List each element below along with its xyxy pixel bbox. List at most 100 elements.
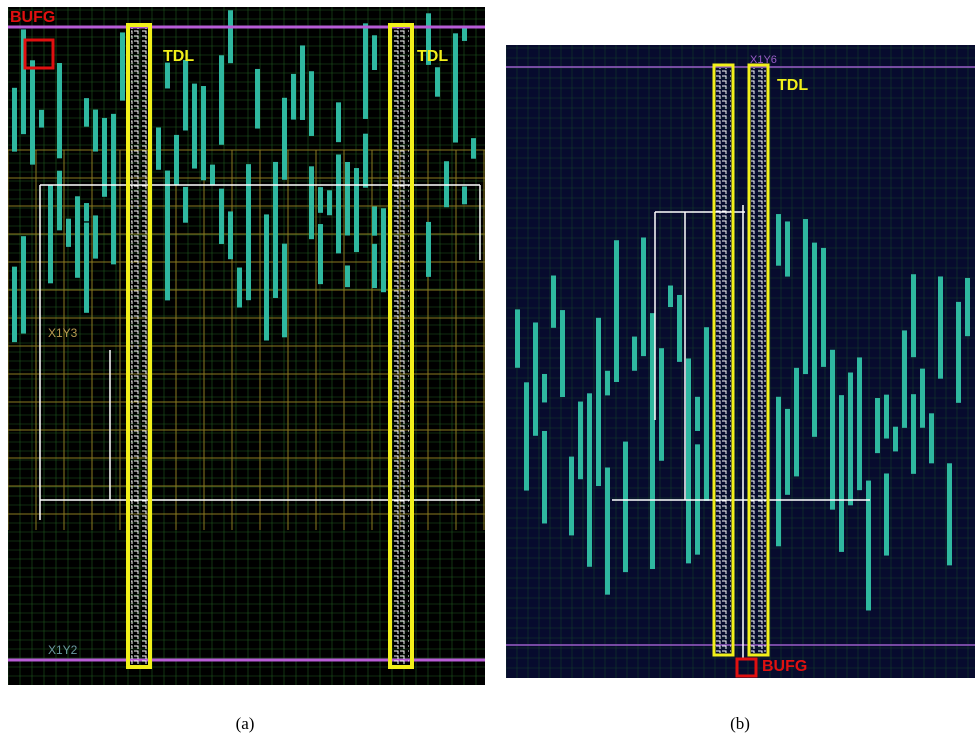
logic-cell <box>255 69 260 129</box>
logic-cell <box>659 364 664 461</box>
bufg-label: BUFG <box>762 658 807 675</box>
logic-cell <box>282 244 287 338</box>
logic-cell <box>183 187 188 223</box>
logic-cell <box>57 171 62 231</box>
logic-cell <box>273 162 278 257</box>
logic-cell <box>264 255 269 340</box>
logic-cell <box>183 60 188 131</box>
logic-cell <box>39 110 44 128</box>
figure: BUFG TDL TDL X1Y3 X1Y2 BUFG TDL X1Y6 (a)… <box>0 0 975 740</box>
logic-cell <box>75 196 80 277</box>
caption: (a) <box>236 714 255 733</box>
logic-cell <box>875 400 880 454</box>
logic-cell <box>426 222 431 277</box>
logic-cell <box>471 138 476 159</box>
bufg-label: BUFG <box>10 9 55 26</box>
logic-cell <box>354 168 359 252</box>
logic-cell <box>57 63 62 158</box>
logic-cell <box>381 208 386 292</box>
logic-cell <box>821 248 826 367</box>
region-label: X1Y2 <box>48 643 78 657</box>
logic-cell <box>776 397 781 546</box>
logic-cell <box>776 214 781 266</box>
region-label: X1Y3 <box>48 326 78 340</box>
logic-cell <box>363 23 368 119</box>
logic-cell <box>605 467 610 594</box>
logic-cell <box>902 330 907 427</box>
logic-cell <box>435 67 440 96</box>
logic-cell <box>453 33 458 110</box>
logic-cell <box>929 413 934 463</box>
logic-cell <box>30 60 35 164</box>
logic-cell <box>938 276 943 378</box>
logic-cell <box>372 207 377 236</box>
region-label: X1Y6 <box>750 54 777 66</box>
logic-cell <box>668 286 673 307</box>
logic-cell <box>848 373 853 506</box>
logic-cell <box>884 395 889 439</box>
logic-cell <box>228 211 233 259</box>
delay-chain <box>751 68 766 653</box>
tdl-label: TDL <box>163 48 194 65</box>
logic-cell <box>300 45 305 120</box>
logic-cell <box>102 118 107 160</box>
logic-cell <box>623 442 628 573</box>
logic-cell <box>578 402 583 480</box>
logic-cell <box>237 268 242 308</box>
logic-cell <box>12 267 17 342</box>
logic-cell <box>372 244 377 288</box>
logic-cell <box>210 165 215 185</box>
logic-cell <box>560 310 565 397</box>
logic-cell <box>201 86 206 177</box>
logic-cell <box>66 219 71 247</box>
logic-cell <box>228 10 233 63</box>
logic-cell <box>686 358 691 521</box>
logic-cell <box>48 185 53 283</box>
logic-cell <box>911 394 916 474</box>
caption: (b) <box>730 714 750 733</box>
logic-cell <box>282 98 287 180</box>
logic-cell <box>84 98 89 127</box>
logic-cell <box>596 361 601 486</box>
logic-cell <box>327 190 332 215</box>
tdl-label: TDL <box>777 77 808 94</box>
logic-cell <box>21 236 26 333</box>
logic-cell <box>695 397 700 431</box>
logic-cell <box>291 74 296 120</box>
delay-chain <box>131 28 147 664</box>
logic-cell <box>830 350 835 510</box>
logic-cell <box>246 197 251 300</box>
logic-cell <box>704 327 709 501</box>
logic-cell <box>156 127 161 149</box>
logic-cell <box>309 84 314 116</box>
logic-cell <box>911 274 916 357</box>
panel-a: BUFG TDL TDL X1Y3 X1Y2 <box>8 7 485 685</box>
logic-cell <box>372 35 377 70</box>
logic-cell <box>219 85 224 120</box>
logic-cell <box>569 458 574 533</box>
logic-cell <box>587 393 592 493</box>
delay-chain <box>716 68 731 653</box>
logic-cell <box>551 276 556 328</box>
logic-cell <box>632 337 637 371</box>
logic-cell <box>345 162 350 236</box>
logic-cell <box>803 219 808 374</box>
logic-cell <box>893 427 898 452</box>
logic-cell <box>111 197 116 265</box>
delay-chain <box>393 28 409 664</box>
logic-cell <box>542 374 547 402</box>
panel-b: BUFG TDL X1Y6 <box>506 45 975 678</box>
logic-cell <box>120 32 125 100</box>
logic-cell <box>542 431 547 524</box>
logic-cell <box>174 135 179 185</box>
logic-cell <box>462 186 467 204</box>
logic-cell <box>84 223 89 313</box>
logic-cell <box>839 395 844 552</box>
logic-cell <box>111 114 116 181</box>
logic-cell <box>363 134 368 188</box>
logic-cell <box>515 309 520 357</box>
logic-cell <box>785 409 790 495</box>
logic-cell <box>12 88 17 152</box>
logic-cell <box>93 215 98 258</box>
logic-cell <box>318 224 323 269</box>
